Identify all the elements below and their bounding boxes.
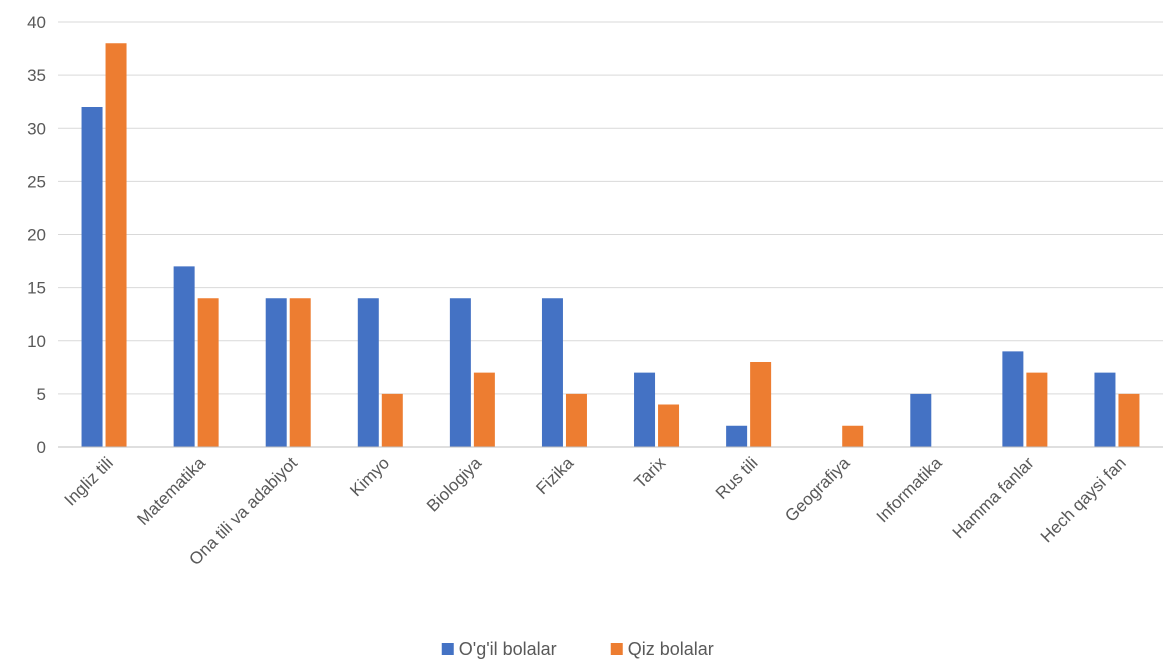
x-category-label: Kimyo [346,453,393,500]
bar-series-1-0 [105,43,127,447]
bar-series-0-10 [1002,351,1024,447]
bar-series-1-11 [1118,393,1140,447]
bar-series-1-8 [842,425,864,447]
bar-series-0-3 [357,298,379,447]
bar-series-1-6 [658,404,680,447]
x-category-label: Fizika [532,453,577,498]
bar-series-0-6 [634,372,656,447]
bar-series-0-2 [265,298,287,447]
legend-label-1: Qiz bolalar [628,639,714,659]
bar-series-1-4 [473,372,495,447]
y-tick-label: 0 [37,438,46,457]
x-category-label: Hech qaysi fan [1037,453,1130,546]
y-tick-label: 40 [27,13,46,32]
y-tick-label: 35 [27,66,46,85]
x-category-label: Hamma fanlar [949,453,1038,542]
bar-series-0-7 [726,425,748,447]
bar-series-0-1 [173,266,195,447]
x-category-label: Informatika [873,453,946,526]
legend-swatch-1 [610,643,623,655]
x-category-label: Matematika [133,453,209,529]
bar-series-0-11 [1094,372,1116,447]
bar-series-0-9 [910,393,932,447]
bar-series-1-7 [750,362,772,447]
bar-series-0-4 [449,298,471,447]
gridlines [58,21,1163,395]
y-axis-tick-labels: 0 5 10 15 20 25 30 35 40 [27,13,46,457]
y-tick-label: 20 [27,226,46,245]
y-tick-label: 15 [27,279,46,298]
bar-series-1-3 [381,393,403,447]
x-category-label: Ingliz tili [61,453,117,509]
bar-series-1-2 [289,298,311,447]
x-category-label: Rus tili [712,453,762,503]
legend: O'g'il bolalar Qiz bolalar [441,639,714,659]
y-tick-label: 30 [27,119,46,138]
bars [81,43,1140,447]
bar-series-0-5 [541,298,563,447]
bar-series-0-0 [81,107,103,447]
legend-label-0: O'g'il bolalar [459,639,557,659]
bar-series-1-10 [1026,372,1048,447]
y-tick-label: 10 [27,332,46,351]
legend-swatch-0 [441,643,454,655]
y-tick-label: 25 [27,172,46,191]
x-category-label: Biologiya [423,453,486,516]
bar-series-1-5 [565,393,587,447]
y-tick-label: 5 [37,385,46,404]
x-category-label: Geografiya [781,453,854,526]
x-category-label: Tarix [631,453,670,492]
bar-series-1-1 [197,298,219,447]
